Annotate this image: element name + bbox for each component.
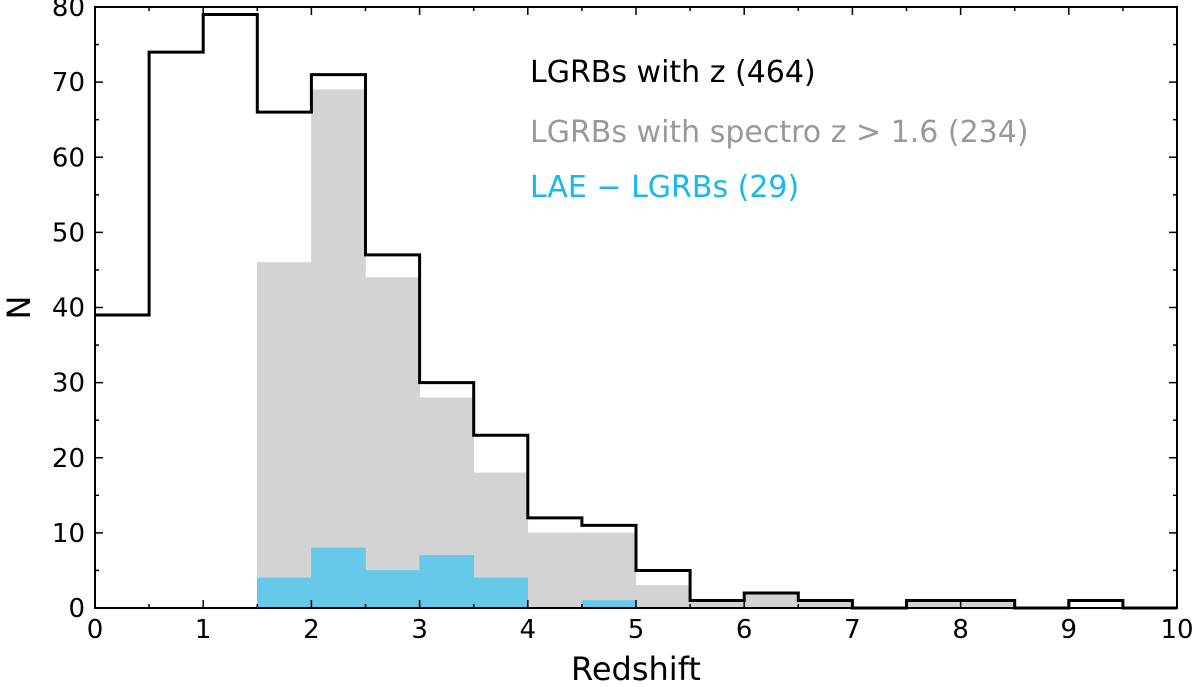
bar-series1-bin10 [635,585,691,609]
x-tick-label: 8 [952,615,969,645]
y-tick-label: 30 [52,369,85,399]
x-axis-label: Redshift [571,650,701,687]
bar-series1-bin12 [743,592,799,609]
bar-series1-bin8 [527,532,583,609]
bar-series1-bin3 [257,262,312,609]
step-outline-series0 [95,13,1177,610]
x-tick-label: 9 [1061,615,1078,645]
y-tick-label: 10 [52,519,85,549]
y-tick-label: 60 [52,143,85,173]
legend-entry-lae-lgrbs: LAE − LGRBs (29) [530,170,799,205]
bar-series2-bin6 [419,555,474,609]
y-axis-label: N [0,296,38,320]
x-tick-label: 1 [195,615,212,645]
bar-series1-bin4 [311,89,366,609]
bar-series2-bin3 [257,577,312,609]
bars-layer [257,89,1015,609]
bar-series2-bin4 [311,547,366,609]
x-tick-label: 5 [628,615,645,645]
x-tick-label: 2 [303,615,320,645]
legend: LGRBs with z (464) LGRBs with spectro z … [530,55,1029,205]
bar-series1-bin9 [581,532,637,609]
ticks-layer: 0 1 2 3 4 5 6 7 8 9 10 0 10 20 30 40 50 60 70 80 [52,0,1194,645]
y-tick-label: 80 [52,0,85,23]
legend-entry-lgrbs-with-z: LGRBs with z (464) [530,55,816,90]
y-tick-label: 20 [52,444,85,474]
outline-layer [95,13,1177,610]
legend-entry-lgrbs-spectro-z: LGRBs with spectro z > 1.6 (234) [530,115,1029,150]
x-tick-label: 6 [736,615,753,645]
x-tick-label: 7 [844,615,861,645]
y-tick-label: 40 [52,294,85,324]
y-tick-label: 70 [52,68,85,98]
bar-series2-bin5 [365,570,420,609]
bar-series2-bin9 [581,600,637,609]
x-tick-label: 4 [520,615,537,645]
x-tick-label: 10 [1160,615,1193,645]
y-tick-label: 0 [68,594,85,624]
x-tick-label: 0 [87,615,104,645]
y-tick-label: 50 [52,218,85,248]
x-tick-label: 3 [411,615,428,645]
bar-series2-bin7 [473,577,529,609]
bar-series1-bin5 [365,277,420,609]
